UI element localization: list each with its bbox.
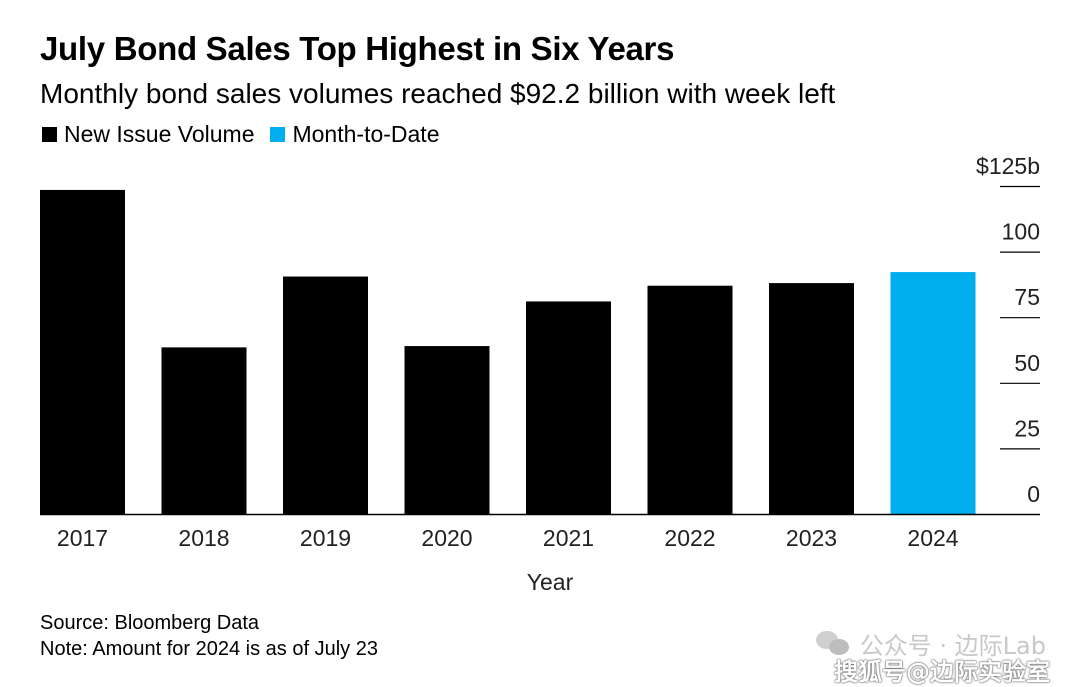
legend-swatch-month-to-date [270, 127, 286, 142]
chart-title: July Bond Sales Top Highest in Six Years [40, 30, 675, 67]
note-text: Note: Amount for 2024 is as of July 23 [40, 638, 378, 660]
x-tick-label-2021: 2021 [543, 525, 594, 551]
x-tick-label-2018: 2018 [178, 525, 229, 551]
watermark-sohu: 搜狐号@边际实验室 [834, 658, 1050, 686]
bar-2018 [161, 347, 247, 514]
x-tick-label-2022: 2022 [664, 525, 715, 551]
chart-subtitle: Monthly bond sales volumes reached $92.2… [40, 78, 836, 109]
wechat-icon [815, 630, 850, 657]
source-text: Source: Bloomberg Data [40, 612, 260, 634]
y-tick-label-0: 0 [1027, 481, 1040, 507]
legend-label-month-to-date: Month-to-Date [292, 121, 440, 147]
bar-2020 [404, 346, 490, 514]
bar-2022 [647, 285, 733, 514]
legend-label-new-issue-volume: New Issue Volume [64, 121, 255, 147]
legend-item-new-issue-volume: New Issue Volume [42, 121, 254, 148]
x-tick-label-2017: 2017 [57, 525, 108, 551]
legend-item-month-to-date: Month-to-Date [270, 121, 440, 148]
bar-2024 [890, 272, 976, 514]
legend-swatch-new-issue-volume [42, 127, 57, 142]
x-tick-label-2023: 2023 [786, 525, 837, 551]
bar-2021 [526, 301, 611, 514]
x-tick-label-2019: 2019 [300, 525, 351, 551]
watermark-line1: 公众号 · 边际Lab [859, 632, 1046, 660]
watermark-wechat: 公众号 · 边际Lab [815, 626, 1046, 661]
bar-2023 [769, 283, 854, 514]
y-tick-label-75: 75 [1014, 284, 1040, 310]
legend: New Issue Volume Month-to-Date [42, 121, 456, 148]
bar-2017 [40, 189, 125, 514]
x-tick-label-2020: 2020 [421, 525, 472, 551]
y-tick-label-50: 50 [1014, 350, 1040, 376]
y-tick-label-25: 25 [1014, 415, 1040, 441]
y-tick-label-125: $125b [976, 153, 1040, 179]
bar-2019 [283, 276, 368, 514]
x-tick-label-2024: 2024 [907, 525, 958, 551]
x-axis-label: Year [527, 569, 574, 595]
y-tick-label-100: 100 [1002, 219, 1040, 245]
